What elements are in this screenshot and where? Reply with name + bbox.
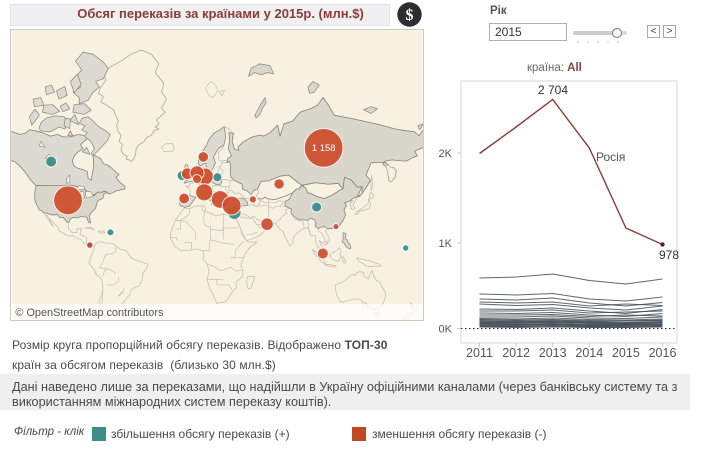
svg-text:2011: 2011 (466, 346, 493, 360)
svg-text:2013: 2013 (539, 346, 567, 360)
svg-text:0K: 0K (439, 324, 453, 336)
svg-text:© OpenStreetMap contributors: © OpenStreetMap contributors (15, 307, 164, 319)
svg-text:2012: 2012 (502, 346, 530, 360)
svg-text:2016: 2016 (649, 346, 677, 360)
svg-text:978: 978 (659, 248, 679, 262)
svg-text:2014: 2014 (575, 346, 603, 360)
svg-text:2K: 2K (439, 148, 453, 160)
svg-text:2015: 2015 (612, 346, 640, 360)
svg-text:1 158: 1 158 (312, 142, 336, 153)
svg-text:$: $ (406, 7, 414, 24)
svg-text:2 704: 2 704 (538, 83, 568, 97)
svg-text:1K: 1K (439, 238, 453, 250)
svg-text:Росія: Росія (596, 150, 625, 164)
